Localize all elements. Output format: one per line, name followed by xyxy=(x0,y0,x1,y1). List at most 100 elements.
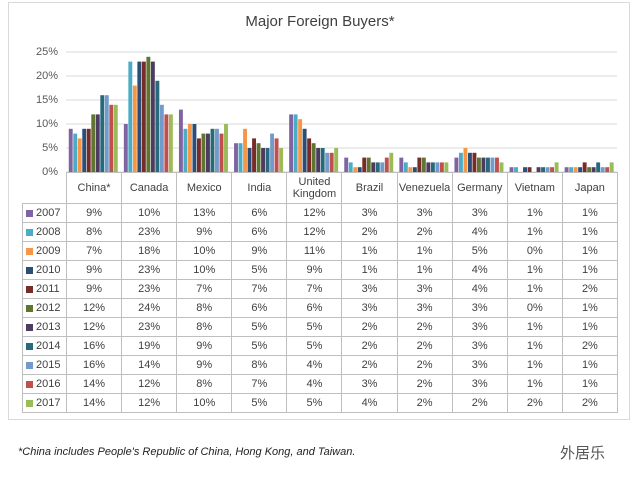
bar xyxy=(307,138,312,172)
bar xyxy=(104,95,109,172)
bar xyxy=(109,104,114,172)
table-cell: 9% xyxy=(176,355,233,375)
table-cell: 2% xyxy=(396,393,453,413)
table-cell: 1% xyxy=(506,355,563,375)
legend-label: 2007 xyxy=(36,207,61,219)
table-cell: 0% xyxy=(506,298,563,318)
table-cell: 8% xyxy=(176,298,233,318)
category-label: Japan xyxy=(561,172,618,204)
chart-title: Major Foreign Buyers* xyxy=(245,13,394,30)
table-cell: 2% xyxy=(396,355,453,375)
legend-label: 2009 xyxy=(36,245,61,257)
legend-entry: 2008 xyxy=(22,222,67,242)
table-cell: 4% xyxy=(451,222,508,242)
bar xyxy=(293,114,298,172)
table-cell: 10% xyxy=(176,241,233,261)
table-cell: 11% xyxy=(286,241,343,261)
table-cell: 1% xyxy=(506,260,563,280)
table-cell: 7% xyxy=(286,279,343,299)
bar xyxy=(150,61,155,172)
bar xyxy=(463,148,468,172)
header-row: China* Canada Mexico India United Kingdom Bra… xyxy=(22,172,618,204)
bar xyxy=(444,162,449,172)
category-label: United Kingdom xyxy=(286,172,343,204)
bar xyxy=(279,148,284,172)
bar xyxy=(86,128,91,172)
bar xyxy=(95,114,100,172)
bar xyxy=(123,124,128,172)
legend-swatch xyxy=(26,228,33,236)
table-cell: 2% xyxy=(506,393,563,413)
table-cell: 5% xyxy=(451,241,508,261)
bar xyxy=(270,133,275,172)
table-cell: 3% xyxy=(451,298,508,318)
bar xyxy=(141,61,146,172)
table-cell: 7% xyxy=(231,279,288,299)
table-cell: 1% xyxy=(561,222,618,242)
bar xyxy=(265,148,270,172)
corner-cell xyxy=(22,172,67,204)
bar xyxy=(523,167,527,172)
table-cell: 7% xyxy=(65,241,123,261)
bar xyxy=(605,167,610,172)
table-cell: 2% xyxy=(451,393,508,413)
bar xyxy=(527,167,532,172)
table-cell: 12% xyxy=(65,317,123,337)
bar xyxy=(192,124,197,172)
bar xyxy=(334,148,339,172)
category-label: Vietnam xyxy=(506,172,563,204)
bar xyxy=(113,104,118,172)
bar xyxy=(389,152,394,172)
bar xyxy=(298,119,303,172)
legend-label: 2016 xyxy=(36,378,61,390)
bar xyxy=(329,152,334,172)
table-cell: 5% xyxy=(231,260,288,280)
table-cell: 3% xyxy=(451,336,508,356)
table-cell: 4% xyxy=(451,279,508,299)
bar xyxy=(311,143,316,172)
table-cell: 1% xyxy=(561,241,618,261)
y-tick-label: 20% xyxy=(36,70,58,82)
bar xyxy=(472,152,477,172)
bar xyxy=(100,95,105,172)
table-cell: 9% xyxy=(176,336,233,356)
bar xyxy=(353,167,358,172)
bar xyxy=(261,148,266,172)
legend-label: 2013 xyxy=(36,321,61,333)
legend-entry: 2011 xyxy=(22,279,67,299)
bar xyxy=(274,138,279,172)
category-label: Mexico xyxy=(176,172,233,204)
table-cell: 2% xyxy=(341,222,398,242)
table-cell: 1% xyxy=(341,241,398,261)
data-row: 2008 8% 23% 9% 6% 12% 2% 2% 4% 1% 1% xyxy=(22,222,618,242)
table-cell: 12% xyxy=(286,222,343,242)
table-cell: 5% xyxy=(286,317,343,337)
bar xyxy=(596,162,601,172)
table-cell: 4% xyxy=(286,374,343,394)
bar xyxy=(234,143,238,172)
table-cell: 5% xyxy=(231,336,288,356)
bar xyxy=(91,114,96,172)
table-cell: 3% xyxy=(341,279,398,299)
table-cell: 1% xyxy=(561,203,618,223)
category-label: Germany xyxy=(451,172,508,204)
table-cell: 7% xyxy=(176,279,233,299)
table-cell: 8% xyxy=(231,355,288,375)
table-cell: 5% xyxy=(286,393,343,413)
bar xyxy=(458,152,463,172)
legend-swatch xyxy=(26,323,33,331)
bar xyxy=(403,162,408,172)
bar xyxy=(362,157,367,172)
legend-entry: 2012 xyxy=(22,298,67,318)
bar xyxy=(366,157,371,172)
table-cell: 2% xyxy=(341,317,398,337)
bar xyxy=(155,80,160,172)
category-label: Brazil xyxy=(341,172,398,204)
table-cell: 8% xyxy=(65,222,123,242)
table-cell: 1% xyxy=(396,241,453,261)
table-cell: 16% xyxy=(65,336,123,356)
bar xyxy=(183,128,188,172)
table-cell: 1% xyxy=(506,222,563,242)
table-cell: 1% xyxy=(561,317,618,337)
bar xyxy=(380,162,385,172)
